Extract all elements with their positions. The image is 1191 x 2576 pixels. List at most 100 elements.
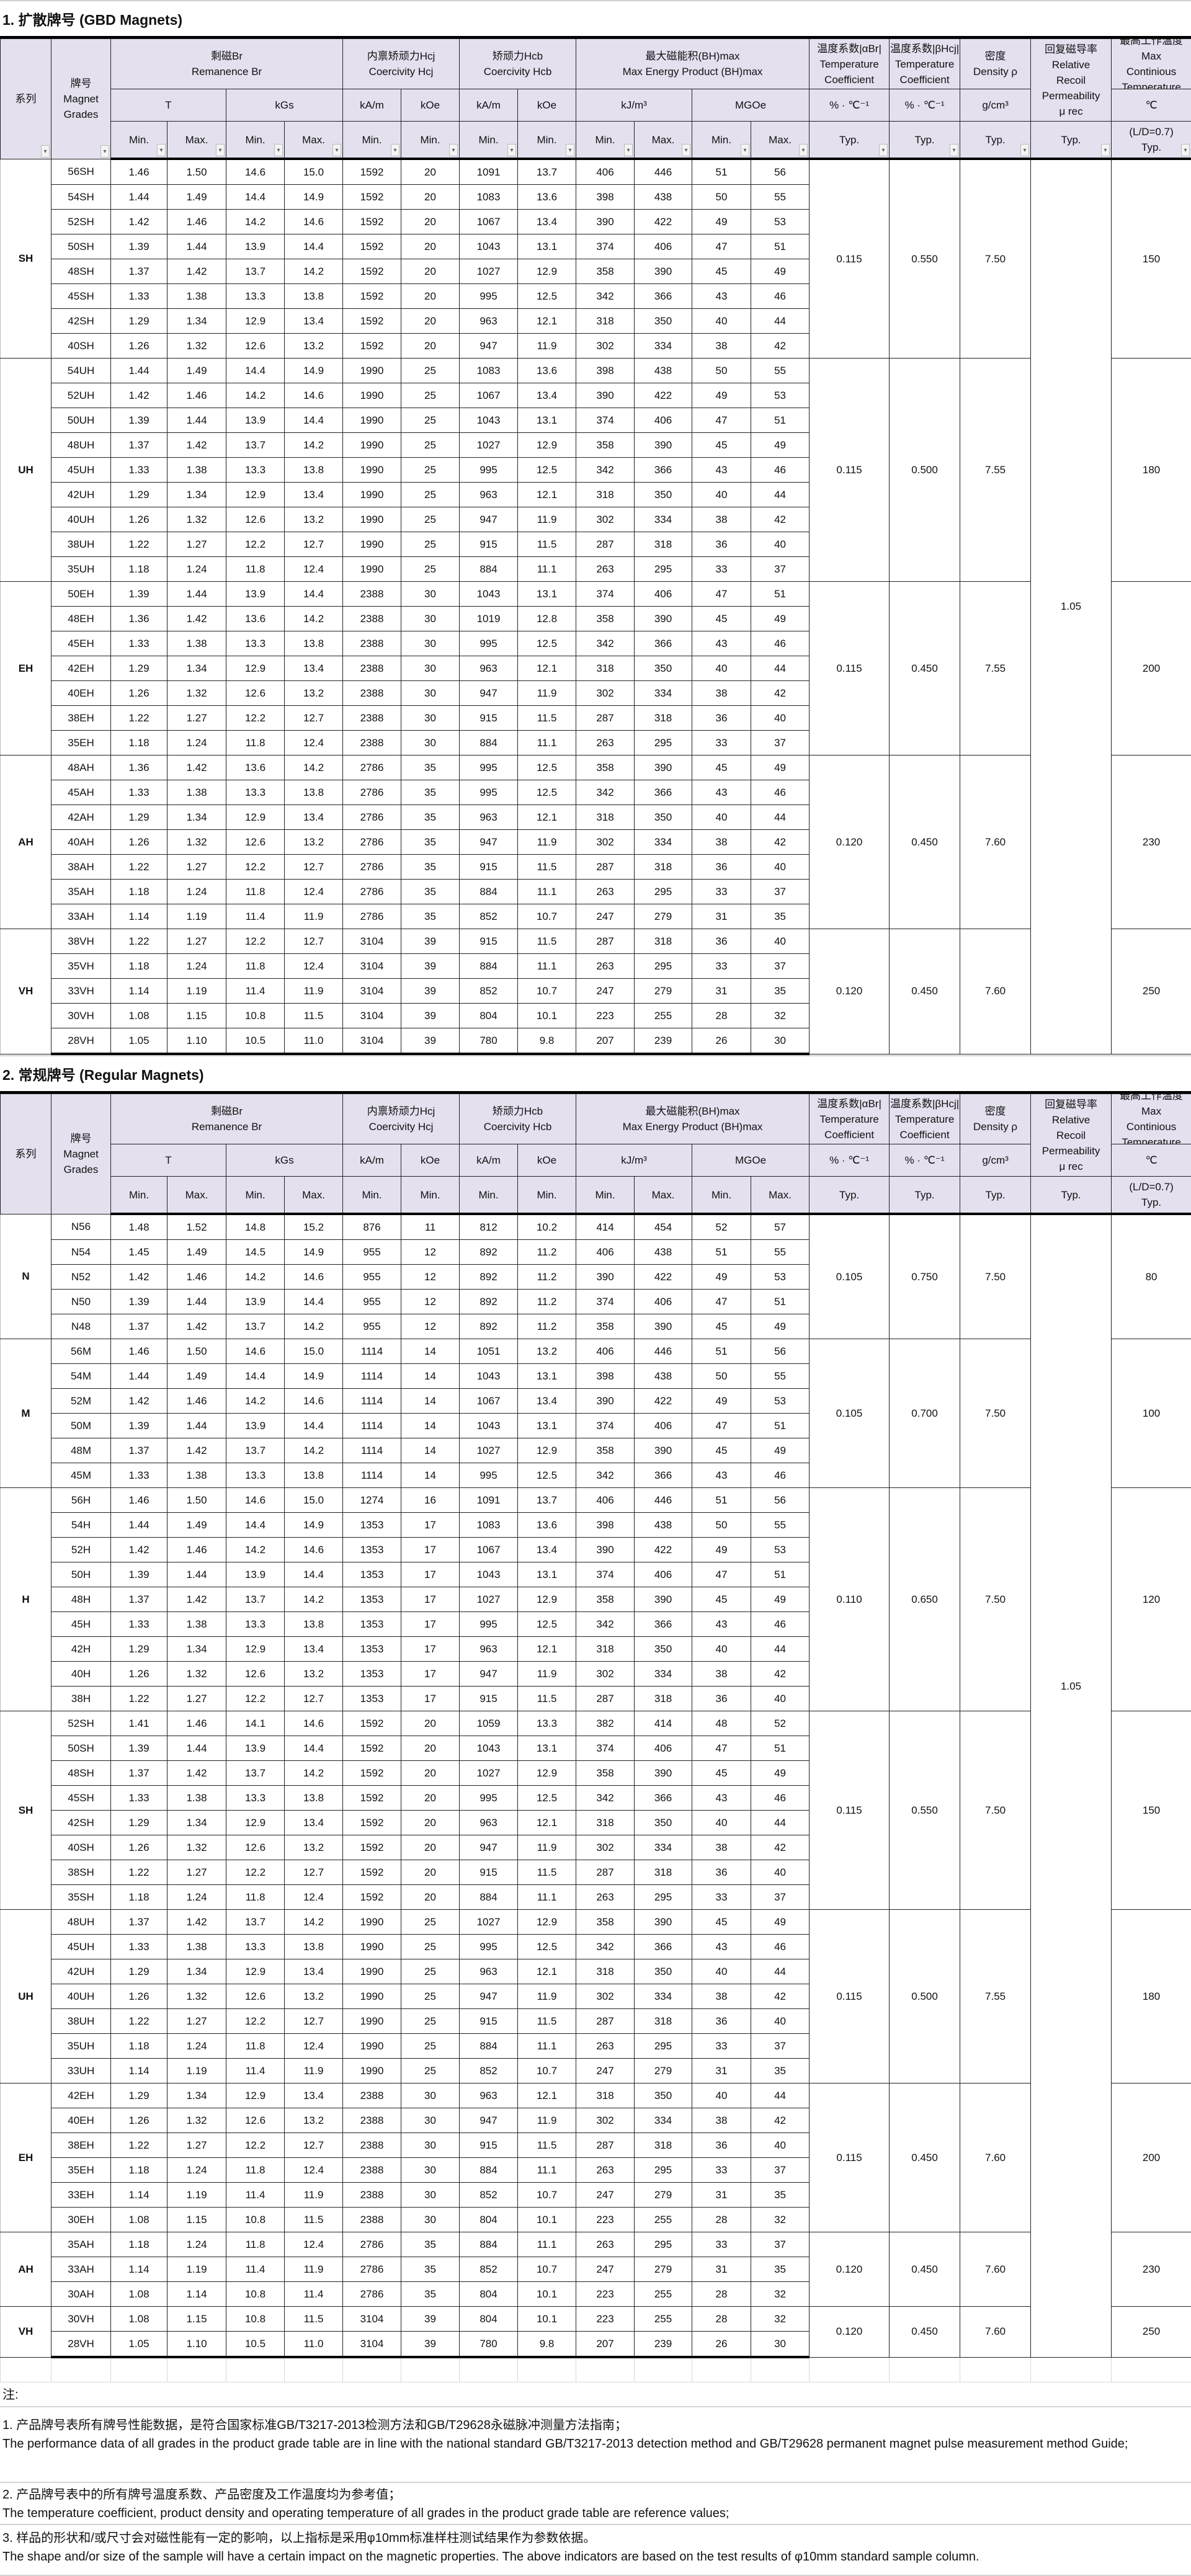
value-cell: 35 xyxy=(401,830,460,855)
value-cell: 422 xyxy=(635,1389,692,1414)
note-en: The shape and/or size of the sample will… xyxy=(2,2547,1189,2566)
value-cell: 247 xyxy=(576,904,635,929)
grade-cell: 52SH xyxy=(51,210,111,234)
filter-dropdown-icon[interactable]: ▾ xyxy=(799,144,808,156)
filter-dropdown-icon[interactable]: ▾ xyxy=(1101,144,1110,156)
value-cell: 13.3 xyxy=(226,780,285,805)
value-cell: 14.9 xyxy=(285,1240,343,1265)
filter-dropdown-icon[interactable]: ▾ xyxy=(566,144,574,156)
value-cell: 51 xyxy=(751,1414,810,1438)
value-cell: 20 xyxy=(401,210,460,234)
value-cell: 13.1 xyxy=(518,1414,576,1438)
filter-dropdown-icon[interactable]: ▾ xyxy=(507,144,516,156)
grade-cell: 42SH xyxy=(51,1811,111,1835)
value-cell: 1592 xyxy=(343,185,401,210)
filter-dropdown-icon[interactable]: ▾ xyxy=(274,144,283,156)
value-cell: 318 xyxy=(635,929,692,954)
series-cell: AH xyxy=(1,2232,51,2307)
filter-dropdown-icon[interactable]: ▾ xyxy=(682,144,690,156)
value-cell: 13.8 xyxy=(285,1612,343,1637)
value-cell: 51 xyxy=(692,1240,751,1265)
value-cell: 1.26 xyxy=(111,507,167,532)
filter-dropdown-icon[interactable]: ▾ xyxy=(100,145,109,158)
grade-cell: 35VH xyxy=(51,954,111,979)
value-cell: 13.9 xyxy=(226,234,285,259)
value-cell: 13.2 xyxy=(285,507,343,532)
value-cell: 25 xyxy=(401,1984,460,2009)
value-cell: 287 xyxy=(576,1860,635,1885)
value-cell: 239 xyxy=(635,2332,692,2358)
filter-dropdown-icon[interactable]: ▾ xyxy=(879,144,888,156)
value-cell: 1.29 xyxy=(111,309,167,334)
value-cell: 3104 xyxy=(343,1028,401,1054)
value-cell: 46 xyxy=(751,1463,810,1488)
value-cell: 438 xyxy=(635,1513,692,1538)
value-cell: 358 xyxy=(576,1761,635,1786)
value-cell: 35 xyxy=(401,780,460,805)
filter-dropdown-icon[interactable]: ▾ xyxy=(624,144,633,156)
filter-dropdown-icon[interactable]: ▾ xyxy=(1181,144,1190,156)
value-cell: 39 xyxy=(401,929,460,954)
value-cell: 366 xyxy=(635,780,692,805)
value-cell: 12.4 xyxy=(285,2034,343,2059)
value-cell: 398 xyxy=(576,1513,635,1538)
header-beta-line: 温度系数|βHcj| xyxy=(890,1096,960,1112)
value-cell: 51 xyxy=(751,234,810,259)
value-cell: 366 xyxy=(635,1612,692,1637)
value-cell: 1592 xyxy=(343,234,401,259)
header-grade-line: 牌号 xyxy=(51,1131,110,1146)
value-cell: 1.42 xyxy=(167,755,226,780)
series-cell: M xyxy=(1,1339,51,1488)
value-cell: 2388 xyxy=(343,656,401,681)
value-cell: 1.22 xyxy=(111,2009,167,2034)
value-cell: 1.44 xyxy=(167,1290,226,1314)
value-cell: 55 xyxy=(751,185,810,210)
value-cell: 12.9 xyxy=(226,1637,285,1662)
header-subcolumn: (L/D=0.7)Typ. xyxy=(1112,1177,1191,1214)
filter-dropdown-icon[interactable]: ▾ xyxy=(332,144,341,156)
value-cell: 42 xyxy=(751,334,810,359)
value-cell: 1.34 xyxy=(167,656,226,681)
header-unit: kGs xyxy=(226,89,343,122)
filter-dropdown-icon[interactable]: ▾ xyxy=(41,145,50,158)
header-subcolumn: Min. xyxy=(692,1177,751,1214)
filter-dropdown-icon[interactable]: ▾ xyxy=(741,144,749,156)
value-cell: 1.29 xyxy=(111,1637,167,1662)
value-cell: 30 xyxy=(401,582,460,607)
value-cell: 36 xyxy=(692,929,751,954)
value-cell: 13.2 xyxy=(285,681,343,706)
value-cell: 302 xyxy=(576,2108,635,2133)
filter-dropdown-icon[interactable]: ▾ xyxy=(449,144,458,156)
value-cell: 398 xyxy=(576,359,635,383)
value-cell: 51 xyxy=(751,1562,810,1587)
value-cell: 1.08 xyxy=(111,1004,167,1028)
value-cell: 11.5 xyxy=(518,2133,576,2158)
header-density-line: 密度 xyxy=(960,1103,1030,1119)
filter-dropdown-icon[interactable]: ▾ xyxy=(157,144,166,156)
value-cell: 13.2 xyxy=(285,1984,343,2009)
value-cell: 17 xyxy=(401,1662,460,1687)
filter-dropdown-icon[interactable]: ▾ xyxy=(950,144,958,156)
grade-cell: 35UH xyxy=(51,2034,111,2059)
grade-cell: 33AH xyxy=(51,2257,111,2282)
value-cell: 17 xyxy=(401,1538,460,1562)
value-cell: 1.49 xyxy=(167,1240,226,1265)
value-cell: 1.26 xyxy=(111,1984,167,2009)
value-cell: 366 xyxy=(635,1786,692,1811)
value-cell: 35 xyxy=(401,2282,460,2307)
value-cell: 1.14 xyxy=(111,2257,167,2282)
beta-cell: 0.500 xyxy=(890,1910,960,2084)
filter-dropdown-icon[interactable]: ▾ xyxy=(391,144,399,156)
value-cell: 1.18 xyxy=(111,557,167,582)
value-cell: 3104 xyxy=(343,954,401,979)
value-cell: 13.4 xyxy=(285,656,343,681)
filter-dropdown-icon[interactable]: ▾ xyxy=(216,144,225,156)
header-subcolumn-label: Typ. xyxy=(810,1187,889,1203)
grade-cell: 38UH xyxy=(51,2009,111,2034)
grade-cell: 42UH xyxy=(51,483,111,507)
value-cell: 1.38 xyxy=(167,458,226,483)
value-cell: 11.1 xyxy=(518,1885,576,1910)
filter-dropdown-icon[interactable]: ▾ xyxy=(1020,144,1029,156)
